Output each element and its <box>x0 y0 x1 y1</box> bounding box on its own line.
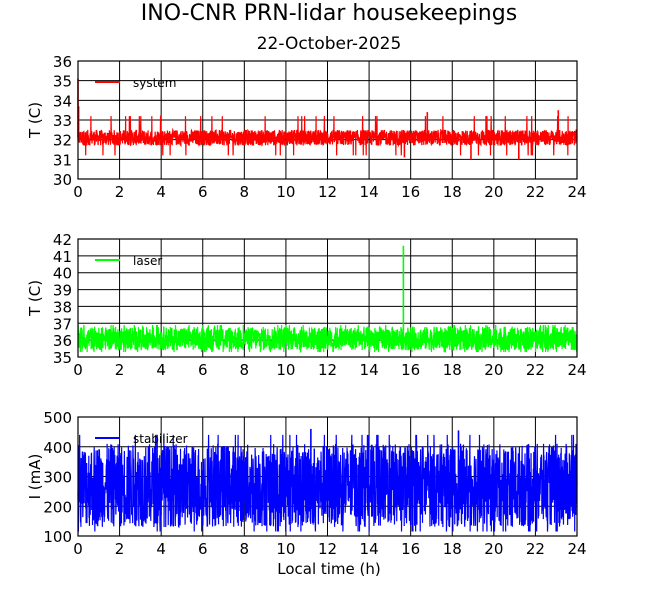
y-tick-label: 500 <box>43 409 72 427</box>
y-tick-label: 30 <box>53 171 72 189</box>
x-tick-label: 6 <box>198 361 208 379</box>
y-tick-label: 32 <box>53 132 72 150</box>
y-tick-label: 40 <box>53 265 72 283</box>
legend-label: stabilizer <box>133 432 188 446</box>
y-tick-label: 100 <box>43 528 72 546</box>
series-line-system <box>77 115 578 156</box>
y-tick-label: 34 <box>53 92 72 110</box>
x-tick-label: 20 <box>484 361 503 379</box>
x-tick-label: 18 <box>443 540 462 558</box>
x-tick-label: 10 <box>276 540 295 558</box>
x-tick-label: 8 <box>240 183 250 201</box>
x-tick-label: 24 <box>567 540 586 558</box>
x-tick-label: 10 <box>276 361 295 379</box>
y-tick-label: 38 <box>53 298 72 316</box>
x-tick-label: 10 <box>276 183 295 201</box>
y-tick-label: 37 <box>53 315 72 333</box>
chart-title: INO-CNR PRN-lidar housekeepings <box>141 1 517 26</box>
x-tick-label: 4 <box>156 361 166 379</box>
x-tick-label: 22 <box>526 361 545 379</box>
y-tick-label: 35 <box>53 349 72 367</box>
x-tick-label: 2 <box>115 183 125 201</box>
chart-subtitle: 22-October-2025 <box>257 34 402 54</box>
series-line-stabilizer <box>77 434 578 532</box>
y-tick-label: 300 <box>43 469 72 487</box>
x-tick-label: 12 <box>318 361 337 379</box>
x-tick-label: 0 <box>73 183 83 201</box>
x-tick-label: 8 <box>240 540 250 558</box>
y-tick-label: 35 <box>53 73 72 91</box>
x-tick-label: 22 <box>526 540 545 558</box>
y-axis-label: T (C) <box>26 280 44 317</box>
y-tick-label: 39 <box>53 282 72 300</box>
x-tick-label: 18 <box>443 183 462 201</box>
y-tick-label: 41 <box>53 248 72 266</box>
x-axis-label: Local time (h) <box>277 560 381 578</box>
series-line-laser <box>77 324 578 353</box>
y-tick-label: 400 <box>43 439 72 457</box>
x-tick-label: 12 <box>318 540 337 558</box>
legend-label: system <box>133 76 176 90</box>
y-tick-label: 200 <box>43 498 72 516</box>
legend-label: laser <box>133 254 162 268</box>
plot-frame <box>77 416 578 537</box>
x-tick-label: 6 <box>198 183 208 201</box>
x-tick-label: 0 <box>73 361 83 379</box>
x-tick-label: 2 <box>115 361 125 379</box>
x-tick-label: 24 <box>567 183 586 201</box>
y-tick-label: 36 <box>53 53 72 71</box>
x-tick-label: 0 <box>73 540 83 558</box>
x-tick-label: 14 <box>360 540 379 558</box>
y-tick-label: 42 <box>53 231 72 249</box>
x-tick-label: 20 <box>484 183 503 201</box>
x-tick-label: 24 <box>567 361 586 379</box>
x-tick-label: 14 <box>360 183 379 201</box>
y-tick-label: 31 <box>53 151 72 169</box>
y-tick-label: 36 <box>53 332 72 350</box>
x-tick-label: 12 <box>318 183 337 201</box>
x-tick-label: 2 <box>115 540 125 558</box>
x-tick-label: 4 <box>156 183 166 201</box>
x-tick-label: 8 <box>240 361 250 379</box>
x-tick-label: 16 <box>401 361 420 379</box>
y-axis-label: T (C) <box>26 102 44 139</box>
y-axis-label: I (mA) <box>26 454 44 500</box>
x-tick-label: 16 <box>401 183 420 201</box>
x-tick-label: 4 <box>156 540 166 558</box>
x-tick-label: 6 <box>198 540 208 558</box>
plot-frame <box>77 238 578 358</box>
x-tick-label: 18 <box>443 361 462 379</box>
x-tick-label: 16 <box>401 540 420 558</box>
y-tick-label: 33 <box>53 112 72 130</box>
plot-frame <box>77 60 578 180</box>
x-tick-label: 20 <box>484 540 503 558</box>
x-tick-label: 22 <box>526 183 545 201</box>
x-tick-label: 14 <box>360 361 379 379</box>
